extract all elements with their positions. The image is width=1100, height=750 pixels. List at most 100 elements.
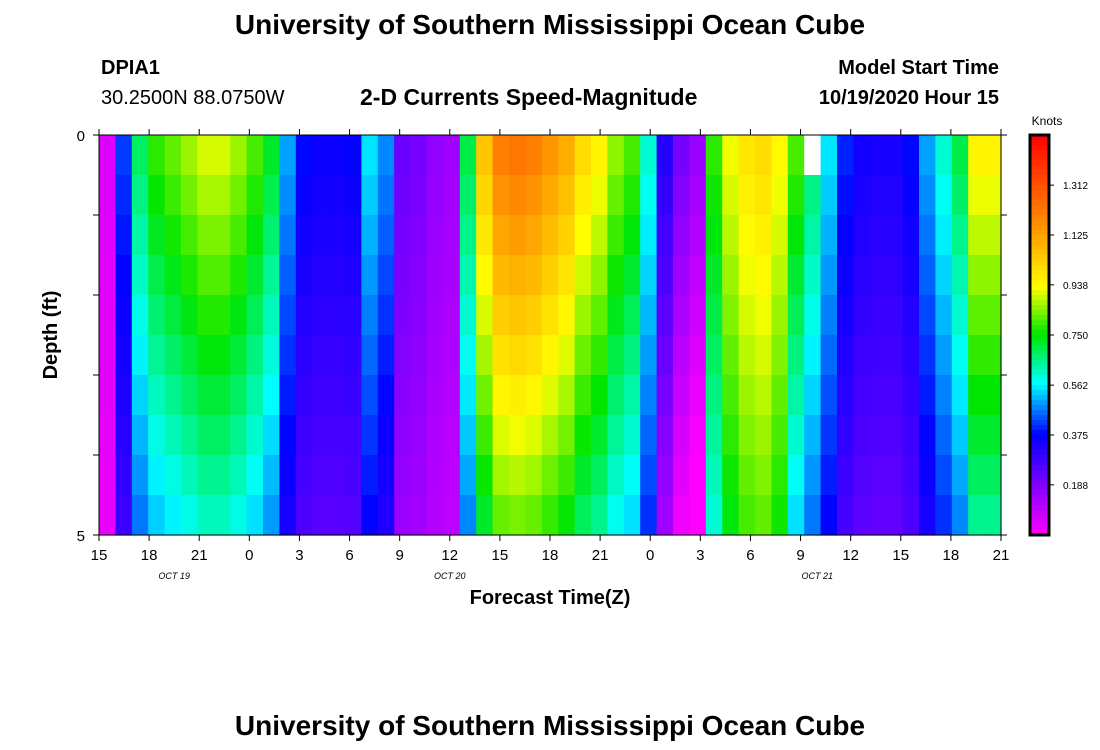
heatmap-cell (99, 295, 116, 336)
heatmap-cell (705, 295, 723, 336)
colorbar-band (1030, 245, 1049, 251)
heatmap-cell (738, 135, 756, 176)
heatmap-cell (246, 175, 264, 216)
heatmap-cell (705, 255, 723, 296)
heatmap-cell (164, 215, 182, 256)
colorbar-band (1030, 420, 1049, 426)
heatmap-cell (459, 175, 477, 216)
heatmap-cell (492, 495, 510, 536)
heatmap-cell (837, 415, 854, 456)
heatmap-cell (181, 335, 198, 376)
colorbar-band (1030, 300, 1049, 306)
heatmap-cell (312, 335, 330, 376)
heatmap-cell (591, 255, 608, 296)
heatmap-cell (213, 415, 231, 456)
heatmap-cell (148, 455, 166, 496)
colorbar-band (1030, 410, 1049, 416)
heatmap-cell (213, 135, 231, 176)
heatmap-cell (640, 375, 658, 416)
heatmap-cell (131, 495, 149, 536)
y-tick-label: 0 (77, 128, 85, 145)
heatmap-cell (607, 455, 625, 496)
heatmap-cell (673, 295, 690, 336)
colorbar-band (1030, 295, 1049, 301)
heatmap-cell (525, 495, 543, 536)
heatmap-cells (99, 135, 1002, 536)
heatmap-cell (738, 415, 756, 456)
heatmap-cell (869, 255, 887, 296)
heatmap-cell (902, 255, 920, 296)
heatmap-cell (525, 415, 543, 456)
heatmap-cell (131, 215, 149, 256)
heatmap-cell (787, 335, 805, 376)
heatmap-cell (443, 295, 461, 336)
heatmap-cell (492, 375, 510, 416)
colorbar-band (1030, 350, 1049, 356)
heatmap-cell (771, 375, 789, 416)
heatmap-cell (312, 175, 330, 216)
heatmap-cell (197, 495, 215, 536)
heatmap-cell (230, 335, 248, 376)
heatmap-cell (787, 415, 805, 456)
x-tick-label: 15 (91, 547, 108, 564)
heatmap-cell (197, 335, 215, 376)
heatmap-cell (328, 255, 346, 296)
heatmap-cell (410, 175, 428, 216)
heatmap-cell (525, 455, 543, 496)
colorbar-band (1030, 345, 1049, 351)
heatmap-cell (804, 455, 822, 496)
heatmap-cell (148, 295, 166, 336)
heatmap-cell (394, 175, 412, 216)
heatmap-cell (968, 415, 986, 456)
heatmap-cell (525, 215, 543, 256)
heatmap-cell (738, 375, 756, 416)
heatmap-cell (869, 455, 887, 496)
heatmap-cell (787, 295, 805, 336)
station-coordinates: 30.2500N 88.0750W (101, 87, 285, 109)
heatmap-cell (131, 455, 149, 496)
heatmap-cell (935, 175, 953, 216)
heatmap-cell (689, 455, 707, 496)
heatmap-cell (263, 215, 280, 256)
model-start-value: 10/19/2020 Hour 15 (818, 87, 999, 109)
heatmap-cell (263, 375, 280, 416)
heatmap-cell (869, 415, 887, 456)
colorbar-band (1030, 290, 1049, 296)
heatmap-cell (476, 175, 494, 216)
colorbar-band (1030, 505, 1049, 511)
colorbar-band (1030, 170, 1049, 176)
colorbar-band (1030, 280, 1049, 286)
x-tick-label: 0 (646, 547, 654, 564)
heatmap-cell (541, 175, 559, 216)
heatmap-cell (787, 455, 805, 496)
heatmap-cell (427, 175, 444, 216)
colorbar-band (1030, 145, 1049, 151)
x-tick-label: 15 (492, 547, 509, 564)
colorbar-band (1030, 265, 1049, 271)
heatmap-cell (902, 375, 920, 416)
heatmap-cell (869, 335, 887, 376)
colorbar-band (1030, 400, 1049, 406)
heatmap-cell (837, 455, 854, 496)
heatmap-cell (640, 135, 658, 176)
heatmap-cell (410, 455, 428, 496)
heatmap-cell (394, 495, 412, 536)
heatmap-cell (476, 295, 494, 336)
heatmap-cell (820, 135, 838, 176)
heatmap-cell (689, 375, 707, 416)
heatmap-cell (558, 335, 576, 376)
heatmap-cell (673, 495, 690, 536)
heatmap-cell (919, 295, 936, 336)
heatmap-cell (197, 375, 215, 416)
colorbar-band (1030, 390, 1049, 396)
heatmap-cell (869, 375, 887, 416)
heatmap-cell (246, 135, 264, 176)
heatmap-cell (853, 375, 871, 416)
colorbar-band (1030, 485, 1049, 491)
heatmap-cell (722, 375, 740, 416)
heatmap-cell (213, 375, 231, 416)
heatmap-cell (509, 415, 526, 456)
heatmap-cell (755, 455, 772, 496)
heatmap-cell (935, 495, 953, 536)
heatmap-cell (99, 335, 116, 376)
